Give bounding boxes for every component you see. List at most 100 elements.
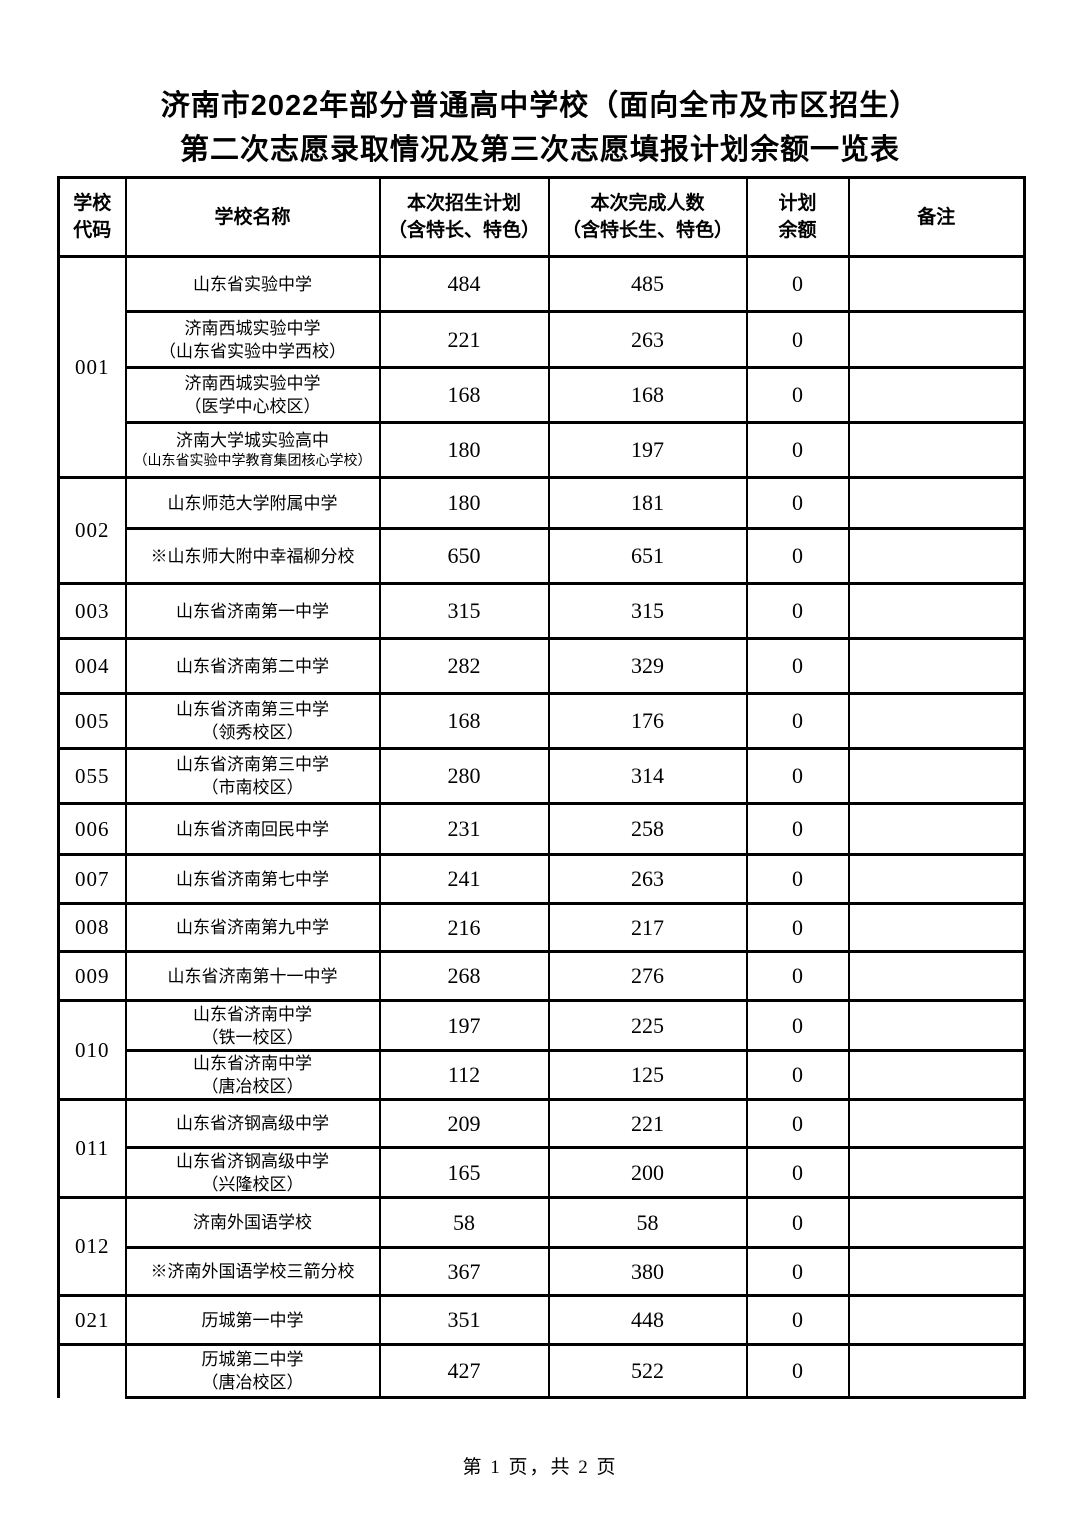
note-cell bbox=[847, 1098, 1026, 1149]
note-cell bbox=[847, 1146, 1026, 1199]
done-value: 197 bbox=[547, 421, 748, 479]
school-name-line1: 山东省济南第三中学 bbox=[176, 755, 329, 774]
remain-value: 0 bbox=[745, 637, 850, 695]
school-name-line1: 山东省济南回民中学 bbox=[176, 819, 329, 839]
done-value: 329 bbox=[547, 637, 748, 695]
school-name-cell: 山东省济南中学 （唐冶校区） bbox=[124, 1049, 381, 1101]
done-value: 485 bbox=[547, 255, 748, 313]
page-title-line2: 第二次志愿录取情况及第三次志愿填报计划余额一览表 bbox=[179, 134, 900, 166]
table-row: 011 山东省济钢高级中学 209 221 0 bbox=[57, 1098, 1026, 1199]
table-row: ※济南外国语学校三箭分校 367 380 0 bbox=[59, 1246, 1026, 1297]
done-value: 217 bbox=[547, 902, 748, 953]
note-cell bbox=[847, 421, 1026, 479]
school-name-line1: 山东省济钢高级中学 bbox=[176, 1151, 329, 1171]
table-row: 008 山东省济南第九中学 216 217 0 bbox=[57, 902, 1026, 953]
school-name-line2: （兴隆校区） bbox=[201, 1174, 304, 1194]
school-name-cell: 山东省济钢高级中学 bbox=[124, 1098, 381, 1149]
school-code-cell: 002 bbox=[57, 476, 127, 585]
done-value: 168 bbox=[547, 366, 748, 424]
school-name-cell: 济南外国语学校 bbox=[124, 1196, 381, 1249]
page-title: 济南市2022年部分普通高中学校（面向全市及市区招生） 第二次志愿录取情况及第三… bbox=[0, 84, 1080, 172]
done-value: 225 bbox=[547, 999, 748, 1052]
plan-value: 351 bbox=[378, 1294, 550, 1346]
school-name-line1: 山东省济钢高级中学 bbox=[176, 1114, 329, 1133]
school-name-line1: 历城第二中学 bbox=[201, 1350, 304, 1369]
note-cell bbox=[847, 366, 1026, 424]
note-cell bbox=[847, 1246, 1026, 1297]
table-row: 003 山东省济南第一中学 315 315 0 bbox=[57, 582, 1026, 640]
note-cell bbox=[847, 1343, 1026, 1399]
note-cell bbox=[847, 1294, 1026, 1346]
remain-value: 0 bbox=[745, 692, 850, 750]
school-name-line1: 山东省济南第十一中学 bbox=[167, 966, 338, 986]
remain-value: 0 bbox=[745, 1049, 850, 1101]
remain-value: 0 bbox=[745, 366, 850, 424]
school-code-cell: 009 bbox=[57, 950, 127, 1002]
table-body: 001 山东省实验中学 484 485 0 济南西城实验中学 （山东省实验中学西校） 221 2… bbox=[57, 255, 1026, 1399]
table-row: 055 山东省济南第三中学 （市南校区） 280 314 0 bbox=[57, 747, 1026, 805]
school-code-cell: 055 bbox=[57, 747, 127, 805]
school-name-cell: 历城第二中学 （唐冶校区） bbox=[124, 1343, 381, 1399]
plan-value: 231 bbox=[378, 802, 550, 856]
school-name-line1: 山东省实验中学 bbox=[193, 274, 312, 294]
school-name-cell: 历城第一中学 bbox=[124, 1294, 381, 1346]
table-row: 007 山东省济南第七中学 241 263 0 bbox=[57, 853, 1026, 905]
school-name-line1: 济南西城实验中学 bbox=[184, 318, 321, 338]
done-value: 263 bbox=[547, 853, 748, 905]
note-cell bbox=[847, 902, 1026, 953]
header-remain: 计划 余额 bbox=[745, 176, 850, 258]
table-row: 历城第二中学 （唐冶校区） 427 522 0 bbox=[57, 1343, 1026, 1399]
table-row: 001 山东省实验中学 484 485 0 bbox=[57, 255, 1026, 479]
note-cell bbox=[847, 582, 1026, 640]
done-value: 181 bbox=[547, 476, 748, 530]
school-name-cell: 山东省济南第一中学 bbox=[124, 582, 381, 640]
remain-value: 0 bbox=[745, 1146, 850, 1199]
done-value: 448 bbox=[547, 1294, 748, 1346]
school-name-cell: 山东省济南第二中学 bbox=[124, 637, 381, 695]
school-name-line2: （铁一校区） bbox=[201, 1027, 304, 1047]
school-name-line1: 山东省济南第二中学 bbox=[176, 656, 329, 676]
header-note: 备注 bbox=[847, 176, 1026, 258]
school-name-cell: 山东省济南第九中学 bbox=[124, 902, 381, 953]
header-school-code: 学校 代码 bbox=[57, 176, 127, 258]
note-cell bbox=[847, 476, 1026, 530]
school-name-cell: ※山东师大附中幸福柳分校 bbox=[124, 527, 381, 585]
table-row: 006 山东省济南回民中学 231 258 0 bbox=[57, 802, 1026, 856]
table-row: 济南西城实验中学 （山东省实验中学西校） 221 263 0 bbox=[59, 310, 1026, 369]
page-title-line1: 济南市2022年部分普通高中学校（面向全市及市区招生） bbox=[160, 90, 920, 122]
table-row: ※山东师大附中幸福柳分校 650 651 0 bbox=[59, 527, 1026, 585]
remain-value: 0 bbox=[745, 476, 850, 530]
school-code-cell bbox=[57, 1343, 127, 1398]
remain-value: 0 bbox=[745, 1246, 850, 1297]
note-cell bbox=[847, 1049, 1026, 1101]
school-name-cell: 济南西城实验中学 （医学中心校区） bbox=[124, 366, 381, 424]
note-cell bbox=[847, 527, 1026, 585]
remain-value: 0 bbox=[745, 1343, 850, 1399]
school-name-line2: （领秀校区） bbox=[201, 723, 304, 742]
school-name-line2: （唐冶校区） bbox=[201, 1373, 304, 1392]
table-row: 009 山东省济南第十一中学 268 276 0 bbox=[57, 950, 1026, 1002]
school-name-cell: 山东省济南第三中学 （市南校区） bbox=[124, 747, 381, 805]
school-name-cell: 山东省济南第七中学 bbox=[124, 853, 381, 905]
note-cell bbox=[847, 999, 1026, 1052]
school-code-cell: 006 bbox=[57, 802, 127, 856]
plan-value: 221 bbox=[378, 310, 550, 369]
school-code-cell: 001 bbox=[57, 255, 127, 479]
school-code-cell: 004 bbox=[57, 637, 127, 695]
school-name-cell: 济南大学城实验高中 （山东省实验中学教育集团核心学校） bbox=[124, 421, 381, 479]
note-cell bbox=[847, 1196, 1026, 1249]
remain-value: 0 bbox=[745, 255, 850, 313]
note-cell bbox=[847, 692, 1026, 750]
table-header: 学校 代码 学校名称 本次招生计划 （含特长、特色） 本次完成人数 （含特长生、… bbox=[57, 176, 1026, 258]
remain-value: 0 bbox=[745, 310, 850, 369]
school-name-line1: 济南大学城实验高中 bbox=[176, 430, 329, 450]
table-row: 济南西城实验中学 （医学中心校区） 168 168 0 bbox=[59, 366, 1026, 424]
done-value: 522 bbox=[547, 1343, 748, 1399]
plan-value: 58 bbox=[378, 1196, 550, 1249]
note-cell bbox=[847, 747, 1026, 805]
school-code-cell: 011 bbox=[57, 1098, 127, 1199]
school-name-cell: ※济南外国语学校三箭分校 bbox=[124, 1246, 381, 1297]
plan-value: 112 bbox=[378, 1049, 550, 1101]
school-name-line1: 山东师范大学附属中学 bbox=[167, 493, 338, 513]
